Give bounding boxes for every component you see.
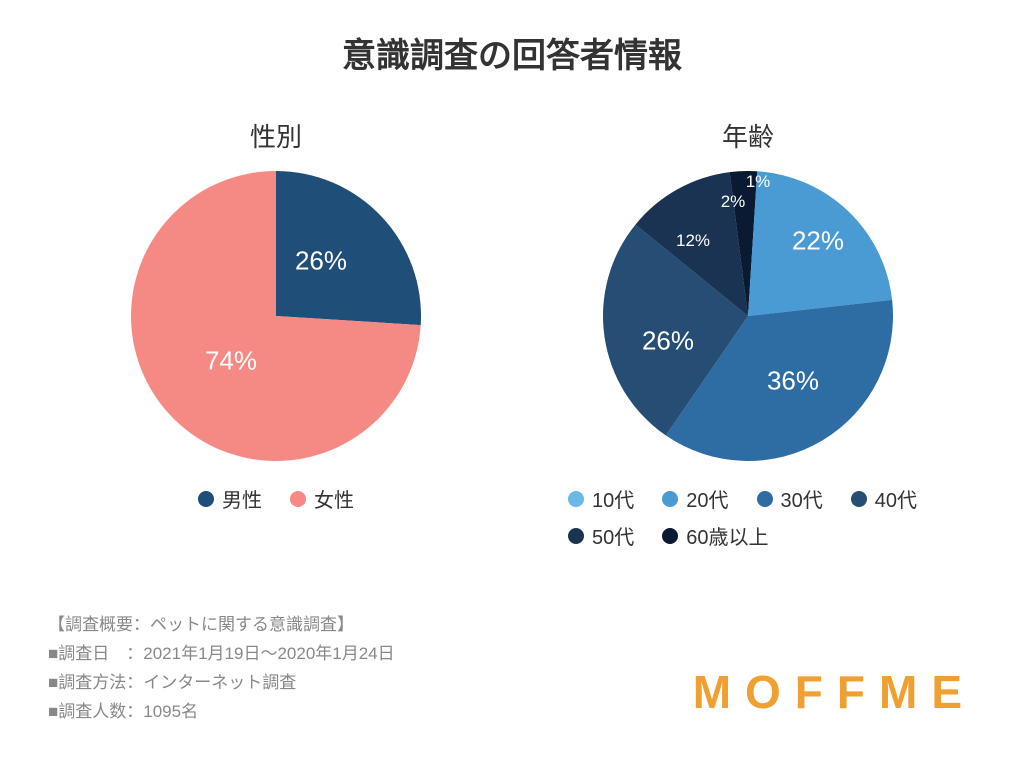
gender-legend: 男性 女性 — [198, 484, 354, 513]
legend-swatch — [568, 528, 584, 544]
legend-swatch — [662, 528, 678, 544]
pie-slice-label: 12% — [676, 231, 710, 251]
footer-line: ■調査人数：1095名 — [48, 698, 395, 727]
legend-item: 20代 — [662, 484, 728, 513]
pie-slice-label: 26% — [295, 246, 347, 277]
legend-label: 男性 — [222, 484, 262, 513]
legend-item: 60歳以上 — [662, 521, 768, 550]
age-chart-title: 年齢 — [722, 117, 774, 154]
legend-label: 30代 — [781, 484, 823, 513]
age-legend: 10代 20代 30代 40代 50代 60歳以上 — [538, 484, 958, 550]
legend-label: 10代 — [592, 484, 634, 513]
pie-slice-label: 26% — [642, 326, 694, 357]
legend-swatch — [757, 491, 773, 507]
legend-item: 50代 — [568, 521, 634, 550]
moffme-logo: MOFFME — [693, 665, 976, 719]
survey-footer: 【調査概要：ペットに関する意識調査】■調査日 ：2021年1月19日〜2020年… — [48, 611, 395, 727]
footer-line: 【調査概要：ペットに関する意識調査】 — [48, 611, 395, 640]
gender-pie: 26% 74% — [126, 166, 426, 466]
legend-label: 50代 — [592, 521, 634, 550]
legend-item: 男性 — [198, 484, 262, 513]
pie-slice-label: 2% — [721, 192, 746, 212]
legend-swatch — [662, 491, 678, 507]
legend-item: 女性 — [290, 484, 354, 513]
legend-label: 60歳以上 — [686, 521, 768, 550]
gender-chart-column: 性別 26% 74% 男性 女性 — [46, 117, 506, 550]
legend-item: 10代 — [568, 484, 634, 513]
pie-slice-label: 1% — [746, 172, 771, 192]
gender-pie-svg — [126, 166, 426, 466]
pie-slice-label: 22% — [792, 226, 844, 257]
legend-swatch — [290, 491, 306, 507]
charts-row: 性別 26% 74% 男性 女性 年齢 1% 22% 36% 26% 12% 2% 10代 20… — [0, 117, 1024, 550]
legend-label: 女性 — [314, 484, 354, 513]
legend-swatch — [568, 491, 584, 507]
gender-chart-title: 性別 — [250, 117, 302, 154]
footer-line: ■調査日 ：2021年1月19日〜2020年1月24日 — [48, 640, 395, 669]
footer-line: ■調査方法：インターネット調査 — [48, 669, 395, 698]
pie-slice-label: 36% — [767, 366, 819, 397]
legend-item: 40代 — [851, 484, 917, 513]
legend-item: 30代 — [757, 484, 823, 513]
age-pie: 1% 22% 36% 26% 12% 2% — [598, 166, 898, 466]
page-title: 意識調査の回答者情報 — [0, 0, 1024, 77]
legend-swatch — [198, 491, 214, 507]
age-chart-column: 年齢 1% 22% 36% 26% 12% 2% 10代 20代 30代 40代 50代 60歳以上 — [518, 117, 978, 550]
age-pie-svg — [598, 166, 898, 466]
legend-label: 40代 — [875, 484, 917, 513]
pie-slice-label: 74% — [205, 346, 257, 377]
legend-label: 20代 — [686, 484, 728, 513]
legend-swatch — [851, 491, 867, 507]
